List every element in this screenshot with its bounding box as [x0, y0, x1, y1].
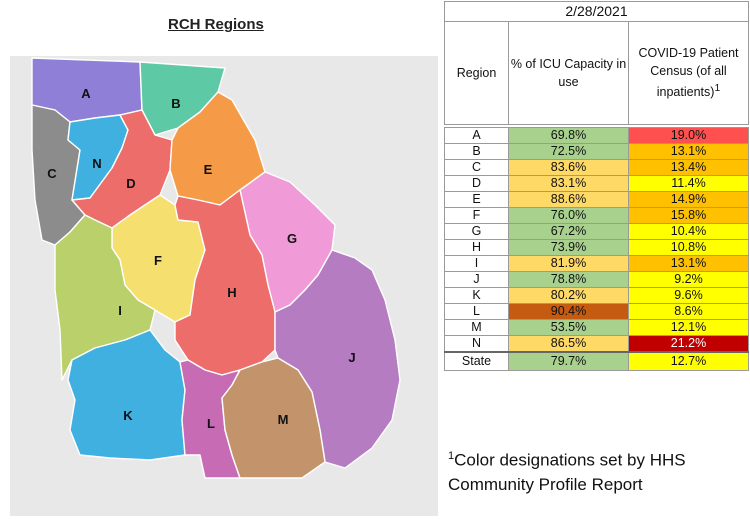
region-cell: I	[444, 255, 509, 272]
map-title: RCH Regions	[168, 16, 264, 33]
census-cell: 15.8%	[628, 207, 749, 224]
region-cell: State	[444, 351, 509, 371]
region-g-label: G	[287, 231, 297, 246]
header-census-line2: Census (of all	[650, 64, 727, 79]
icu-cell: 86.5%	[508, 335, 629, 353]
icu-cell: 72.5%	[508, 143, 629, 160]
census-cell: 13.1%	[628, 255, 749, 272]
icu-cell: 81.9%	[508, 255, 629, 272]
header-census-footnote-mark: 1	[714, 83, 721, 95]
region-cell: G	[444, 223, 509, 240]
region-cell: L	[444, 303, 509, 320]
state-row: State 79.7% 12.7%	[444, 351, 749, 371]
region-cell: D	[444, 175, 509, 192]
region-m-shape	[221, 357, 326, 479]
header-census-line1: COVID-19 Patient	[638, 46, 739, 61]
census-cell: 14.9%	[628, 191, 749, 208]
icu-cell: 83.6%	[508, 159, 629, 176]
census-cell: 13.4%	[628, 159, 749, 176]
icu-cell: 80.2%	[508, 287, 629, 304]
region-e-label: E	[204, 162, 213, 177]
region-cell: B	[444, 143, 509, 160]
census-cell: 9.2%	[628, 271, 749, 288]
census-cell: 10.8%	[628, 239, 749, 256]
census-cell: 8.6%	[628, 303, 749, 320]
table-row: H 73.9% 10.8%	[444, 239, 749, 256]
table-date: 2/28/2021	[444, 1, 749, 22]
table-row: J 78.8% 9.2%	[444, 271, 749, 288]
region-cell: F	[444, 207, 509, 224]
icu-cell: 67.2%	[508, 223, 629, 240]
region-j-label: J	[348, 350, 355, 365]
region-m-label: M	[278, 412, 289, 427]
icu-cell: 90.4%	[508, 303, 629, 320]
census-cell: 19.0%	[628, 127, 749, 144]
icu-cell: 53.5%	[508, 319, 629, 336]
region-cell: H	[444, 239, 509, 256]
census-cell: 13.1%	[628, 143, 749, 160]
region-cell: C	[444, 159, 509, 176]
table-row: E 88.6% 14.9%	[444, 191, 749, 208]
region-cell: N	[444, 335, 509, 353]
map-panel: RCH Regions A B C N D E G F I H J K L M	[10, 16, 438, 516]
table-row: L 90.4% 8.6%	[444, 303, 749, 320]
header-region: Region	[444, 21, 509, 125]
icu-cell: 88.6%	[508, 191, 629, 208]
icu-cell: 83.1%	[508, 175, 629, 192]
region-d-label: D	[126, 176, 135, 191]
icu-cell: 78.8%	[508, 271, 629, 288]
table-row: N 86.5% 21.2%	[444, 335, 749, 353]
region-h-label: H	[227, 285, 236, 300]
region-cell: K	[444, 287, 509, 304]
region-i-label: I	[118, 303, 122, 318]
region-cell: M	[444, 319, 509, 336]
census-cell: 10.4%	[628, 223, 749, 240]
footnote: 1Color designations set by HHS Community…	[448, 444, 748, 497]
region-c-label: C	[47, 166, 57, 181]
footnote-text: Color designations set by HHS Community …	[448, 450, 686, 494]
icu-cell: 69.8%	[508, 127, 629, 144]
header-covid-census: COVID-19 Patient Census (of all inpatien…	[628, 21, 749, 125]
table-row: B 72.5% 13.1%	[444, 143, 749, 160]
icu-cell: 73.9%	[508, 239, 629, 256]
region-b-label: B	[171, 96, 180, 111]
icu-cell: 79.7%	[508, 351, 629, 371]
header-icu-capacity: % of ICU Capacity in use	[508, 21, 629, 125]
region-n-label: N	[92, 156, 101, 171]
footnote-mark: 1	[448, 450, 455, 462]
census-cell: 11.4%	[628, 175, 749, 192]
icu-cell: 76.0%	[508, 207, 629, 224]
region-cell: A	[444, 127, 509, 144]
table-row: I 81.9% 13.1%	[444, 255, 749, 272]
region-i-shape	[54, 214, 156, 381]
region-k-label: K	[123, 408, 133, 423]
header-row: Region % of ICU Capacity in use COVID-19…	[444, 21, 749, 125]
region-cell: E	[444, 191, 509, 208]
census-cell: 21.2%	[628, 335, 749, 353]
table-row: D 83.1% 11.4%	[444, 175, 749, 192]
table-row: K 80.2% 9.6%	[444, 287, 749, 304]
table-row: C 83.6% 13.4%	[444, 159, 749, 176]
census-cell: 9.6%	[628, 287, 749, 304]
table-row: G 67.2% 10.4%	[444, 223, 749, 240]
header-census-line3: inpatients)	[656, 85, 715, 100]
region-f-label: F	[154, 253, 162, 268]
icu-census-table: 2/28/2021 Region % of ICU Capacity in us…	[444, 1, 749, 371]
region-a-label: A	[81, 86, 91, 101]
table-row: M 53.5% 12.1%	[444, 319, 749, 336]
date-row: 2/28/2021	[444, 1, 749, 22]
georgia-region-map: A B C N D E G F I H J K L M	[31, 57, 401, 479]
table-row: A 69.8% 19.0%	[444, 127, 749, 144]
region-cell: J	[444, 271, 509, 288]
census-cell: 12.7%	[628, 351, 749, 371]
census-cell: 12.1%	[628, 319, 749, 336]
region-l-label: L	[207, 416, 215, 431]
table-row: F 76.0% 15.8%	[444, 207, 749, 224]
